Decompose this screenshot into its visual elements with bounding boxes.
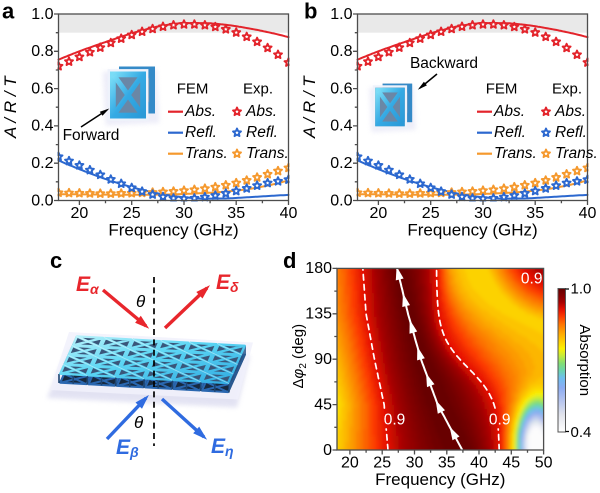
svg-text:25: 25 <box>123 205 141 222</box>
svg-text:1.0: 1.0 <box>31 6 53 23</box>
svg-text:Trans.: Trans. <box>246 145 289 162</box>
svg-text:0.2: 0.2 <box>330 155 352 172</box>
svg-text:0.6: 0.6 <box>330 80 352 97</box>
svg-text:a: a <box>2 0 15 24</box>
svg-text:0.0: 0.0 <box>31 192 53 209</box>
svg-text:Refl.: Refl. <box>246 124 278 141</box>
svg-text:Forward: Forward <box>63 127 120 144</box>
svg-text:b: b <box>304 0 317 24</box>
svg-text:30: 30 <box>175 205 193 222</box>
svg-text:0.9: 0.9 <box>384 412 406 429</box>
svg-text:0.8: 0.8 <box>31 43 53 60</box>
svg-text:Frequency (GHz): Frequency (GHz) <box>407 221 537 240</box>
svg-text:FEM: FEM <box>177 81 209 98</box>
svg-text:Refl.: Refl. <box>494 124 526 141</box>
svg-text:30: 30 <box>474 205 492 222</box>
svg-text:0.6: 0.6 <box>31 80 53 97</box>
svg-text:20: 20 <box>71 205 89 222</box>
svg-text:35: 35 <box>526 205 544 222</box>
svg-text:FEM: FEM <box>486 81 518 98</box>
svg-text:Abs.: Abs. <box>554 103 586 120</box>
svg-text:Exp.: Exp. <box>243 81 273 98</box>
svg-text:Exp.: Exp. <box>552 81 582 98</box>
svg-text:0.4: 0.4 <box>31 118 53 135</box>
svg-text:1.0: 1.0 <box>330 6 352 23</box>
svg-text:0.8: 0.8 <box>330 43 352 60</box>
svg-text:0.2: 0.2 <box>31 155 53 172</box>
svg-text:Abs.: Abs. <box>184 103 216 120</box>
svg-text:Refl.: Refl. <box>555 124 587 141</box>
svg-text:Trans.: Trans. <box>494 145 537 162</box>
svg-text:40: 40 <box>280 205 298 222</box>
svg-text:Backward: Backward <box>410 55 478 72</box>
svg-text:Trans.: Trans. <box>185 145 228 162</box>
svg-text:Abs.: Abs. <box>245 103 277 120</box>
svg-text:25: 25 <box>422 205 440 222</box>
svg-text:35: 35 <box>227 205 245 222</box>
svg-text:Abs.: Abs. <box>493 103 525 120</box>
svg-text:A / R / T: A / R / T <box>1 75 20 139</box>
svg-text:Frequency (GHz): Frequency (GHz) <box>108 221 238 240</box>
svg-text:0.9: 0.9 <box>521 271 543 288</box>
svg-text:0.4: 0.4 <box>330 118 352 135</box>
svg-text:20: 20 <box>370 205 388 222</box>
svg-text:20: 20 <box>341 455 359 472</box>
svg-text:Refl.: Refl. <box>185 124 217 141</box>
svg-text:A / R / T: A / R / T <box>300 75 319 139</box>
svg-text:40: 40 <box>579 205 597 222</box>
svg-text:0.0: 0.0 <box>330 192 352 209</box>
svg-text:0.9: 0.9 <box>489 412 511 429</box>
svg-text:Trans.: Trans. <box>555 145 598 162</box>
